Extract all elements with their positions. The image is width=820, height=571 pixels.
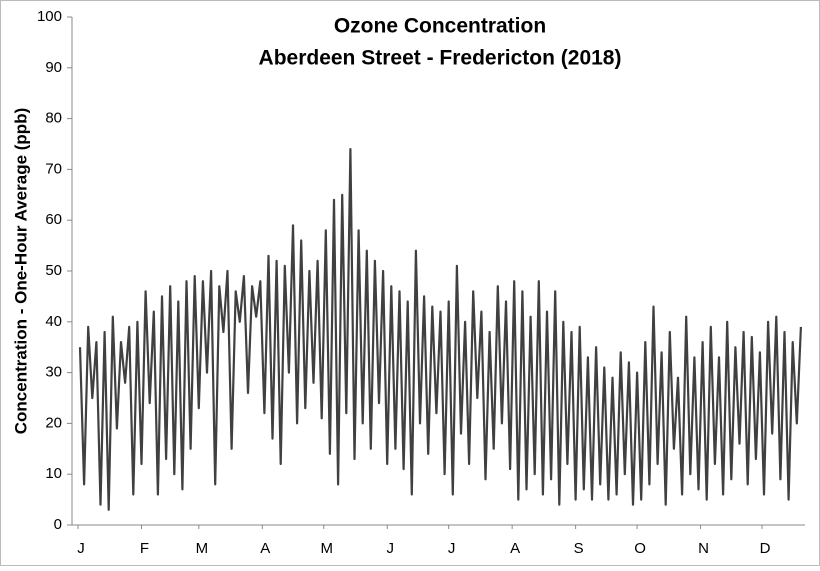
x-tick-label: A (510, 540, 520, 557)
x-tick-label: M (320, 540, 333, 557)
chart-subtitle: Aberdeen Street - Fredericton (2018) (259, 47, 622, 70)
y-tick-label: 20 (45, 414, 62, 431)
x-tick-label: O (634, 540, 646, 557)
y-tick-label: 50 (45, 262, 62, 279)
chart-title: Ozone Concentration (334, 15, 546, 38)
y-axis-label: Concentration - One-Hour Average (ppb) (11, 108, 30, 434)
y-tick-label: 10 (45, 465, 62, 482)
x-tick-label: N (698, 540, 709, 557)
x-tick-label: J (448, 540, 456, 557)
data-line (78, 148, 802, 511)
x-tick-label: D (760, 540, 771, 557)
y-tick-label: 0 (54, 516, 62, 533)
y-tick-label: 40 (45, 313, 62, 330)
y-tick-label: 30 (45, 364, 62, 381)
x-tick-label: J (386, 540, 394, 557)
y-tick-label: 90 (45, 59, 62, 76)
y-tick-label: 60 (45, 211, 62, 228)
y-tick-label: 100 (37, 8, 62, 25)
x-tick-label: A (260, 540, 270, 557)
x-tick-label: S (574, 540, 584, 557)
y-tick-label: 70 (45, 160, 62, 177)
x-tick-label: F (140, 540, 149, 557)
x-tick-label: J (77, 540, 85, 557)
y-tick-label: 80 (45, 110, 62, 127)
x-tick-label: M (196, 540, 209, 557)
